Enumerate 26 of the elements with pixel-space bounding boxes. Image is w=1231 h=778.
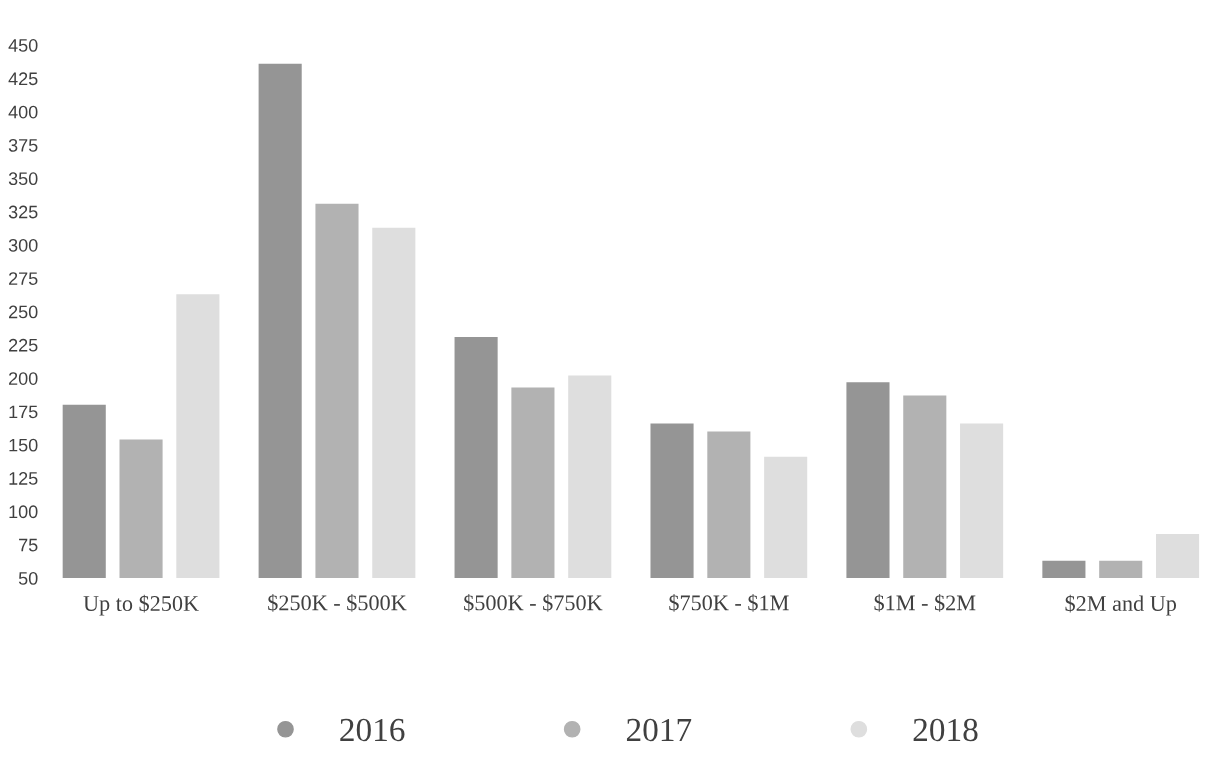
y-tick-label: 425 [8,72,38,86]
legend-label: 2018 [913,718,978,742]
y-tick-label: 375 [8,138,38,152]
y-tick-label: 50 [18,571,38,585]
y-tick-label: 225 [9,338,38,352]
y-tick-label: 325 [8,205,38,219]
y-tick-label: 200 [9,372,38,385]
x-tick-label: Up to $250K [83,594,199,616]
x-tick-label: $500K - $750K [464,594,603,612]
x-tick-label: $2M and Up [1065,594,1177,616]
x-tick-label: $1M - $2M [874,594,976,612]
y-tick-label: 150 [9,438,38,452]
y-tick-label: 450 [8,39,38,52]
y-tick-label: 100 [9,505,38,519]
y-tick-label: 175 [9,405,38,419]
y-tick-label: 275 [9,272,38,285]
y-tick-label: 125 [9,472,38,485]
y-tick-label: 75 [19,538,38,552]
x-tick-label: $750K - $1M [669,594,789,612]
y-tick-label: 300 [8,238,38,252]
legend-label: 2016 [340,718,405,742]
y-tick-label: 250 [9,305,38,319]
legend-label: 2017 [626,718,692,742]
x-tick-label: $250K - $500K [268,594,407,612]
y-tick-label: 400 [8,105,38,119]
y-tick-label: 350 [8,172,38,186]
